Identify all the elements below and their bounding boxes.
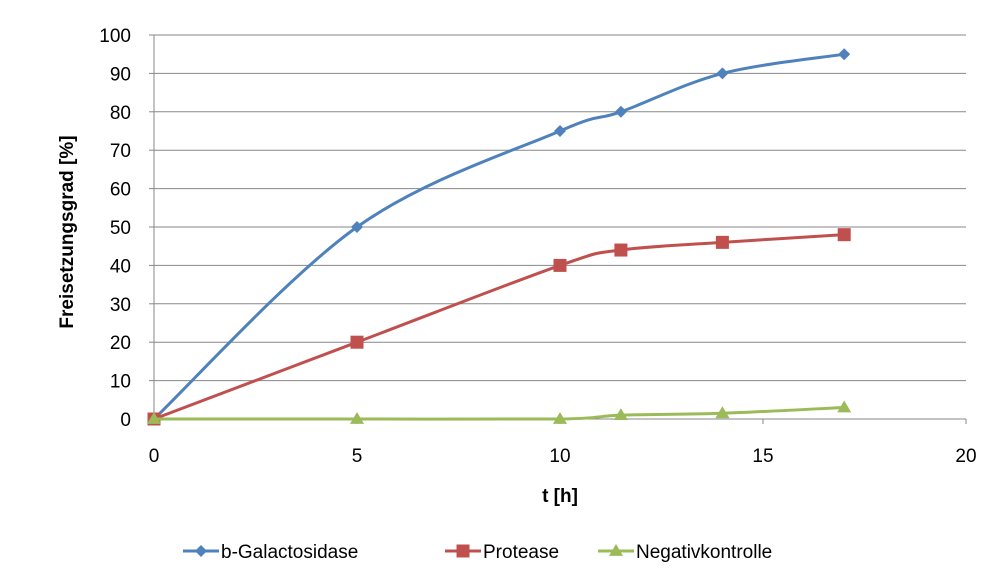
data-point-b-galactosidase — [838, 48, 851, 61]
x-axis-title: t [h] — [542, 486, 578, 507]
y-tick-label: 30 — [110, 295, 131, 316]
x-axis-ticks: 0 5 10 15 20 — [149, 419, 977, 467]
series-line-b-galactosidase — [152, 52, 845, 421]
data-point-negativkontrolle — [553, 412, 567, 424]
y-tick-label: 90 — [110, 64, 131, 85]
data-point-protease — [614, 243, 628, 257]
x-tick-label: 20 — [955, 446, 976, 467]
y-axis-title: Freisetzungsgrad [%] — [57, 135, 78, 328]
legend-marker-protease — [456, 544, 470, 558]
legend-marker-b-galactosidase — [195, 545, 207, 557]
y-axis-ticks: 0 10 20 30 40 50 60 70 80 90 100 — [99, 26, 154, 431]
data-point-protease — [715, 235, 729, 249]
y-tick-label: 80 — [110, 103, 131, 124]
y-tick-label: 20 — [110, 333, 131, 354]
series-line-negativkontrolle — [154, 405, 845, 421]
data-point-b-galactosidase — [716, 67, 729, 80]
legend-label-protease: Protease — [483, 542, 559, 563]
y-tick-label: 10 — [110, 372, 131, 393]
legend-label-b-galactosidase: b-Galactosidase — [221, 542, 358, 563]
x-tick-label: 15 — [752, 446, 773, 467]
legend-label-negativkontrolle: Negativkontrolle — [636, 542, 772, 563]
data-point-b-galactosidase — [351, 221, 363, 233]
x-tick-label: 0 — [149, 446, 160, 467]
y-tick-label: 70 — [110, 141, 131, 162]
y-tick-label: 40 — [110, 256, 131, 277]
y-tick-label: 60 — [110, 180, 131, 201]
data-point-protease — [837, 228, 851, 242]
legend-marker-negativkontrolle — [609, 544, 623, 556]
data-point-negativkontrolle — [613, 408, 628, 421]
x-tick-label: 5 — [352, 446, 363, 467]
legend: b-Galactosidase Protease Negativkontrolle — [183, 542, 772, 563]
data-point-protease — [350, 335, 364, 349]
legend-item-protease: Protease — [445, 542, 559, 563]
data-point-negativkontrolle — [350, 412, 364, 424]
legend-item-b-galactosidase: b-Galactosidase — [183, 542, 358, 563]
x-tick-label: 10 — [549, 446, 570, 467]
y-tick-label: 0 — [120, 410, 131, 431]
data-point-protease — [553, 258, 567, 272]
series-protease — [147, 228, 851, 426]
y-tick-label: 50 — [110, 218, 131, 239]
data-point-negativkontrolle — [837, 400, 852, 413]
series-group — [147, 48, 852, 426]
y-tick-label: 100 — [99, 26, 131, 47]
series-line-protease — [153, 233, 845, 421]
data-point-negativkontrolle — [715, 406, 730, 419]
legend-item-negativkontrolle: Negativkontrolle — [598, 542, 772, 563]
gridlines — [154, 34, 966, 382]
data-point-b-galactosidase — [554, 125, 566, 137]
series-negativkontrolle — [147, 400, 852, 424]
data-point-b-galactosidase — [614, 105, 627, 118]
series-b-galactosidase — [148, 48, 851, 425]
data-point-negativkontrolle — [147, 412, 161, 424]
